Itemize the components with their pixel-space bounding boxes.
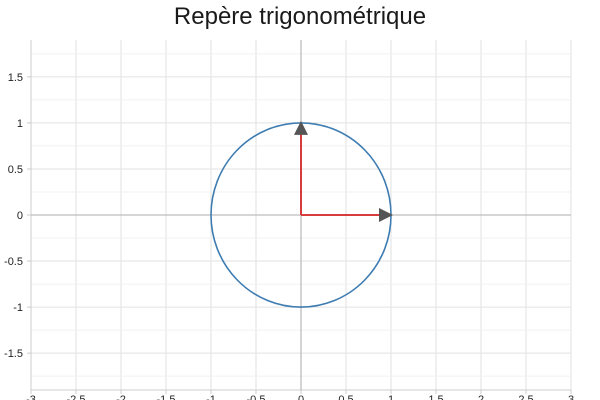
x-tick-label: -3 xyxy=(26,394,36,400)
chart-title: Repère trigonométrique xyxy=(173,3,427,30)
y-tick-label: -1 xyxy=(13,302,23,314)
x-tick-label: -2 xyxy=(116,394,126,400)
x-tick-label: 1 xyxy=(388,394,394,400)
x-tick-label: 0.5 xyxy=(338,394,353,400)
y-tick-label: -0.5 xyxy=(4,256,23,268)
x-tick-label: 2 xyxy=(478,394,484,400)
x-tick-label: -1 xyxy=(206,394,216,400)
y-tick-label: 1.5 xyxy=(8,72,23,84)
y-tick-label: 1 xyxy=(17,118,23,130)
y-tick-label: -1.5 xyxy=(4,348,23,360)
x-tick-label: 2.5 xyxy=(518,394,533,400)
x-tick-label: 0 xyxy=(298,394,304,400)
x-tick-label: 3 xyxy=(568,394,574,400)
x-tick-label: -2.5 xyxy=(67,394,86,400)
x-tick-label: -0.5 xyxy=(247,394,266,400)
y-tick-label: 0 xyxy=(17,210,23,222)
x-tick-label: 1.5 xyxy=(428,394,443,400)
x-tick-label: -1.5 xyxy=(157,394,176,400)
y-tick-label: 0.5 xyxy=(8,164,23,176)
